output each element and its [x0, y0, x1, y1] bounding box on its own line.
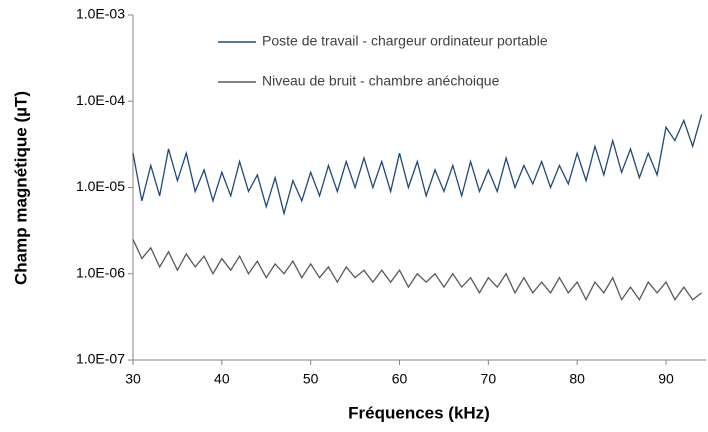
x-tick-label: 40 [214, 371, 230, 387]
y-tick-label: 1.0E-05 [76, 178, 125, 194]
x-tick-label: 90 [658, 371, 674, 387]
y-tick-label: 1.0E-06 [76, 264, 125, 280]
y-tick-label: 1.0E-03 [76, 6, 125, 22]
y-tick-label: 1.0E-04 [76, 92, 125, 108]
legend-label: Niveau de bruit - chambre anéchoique [262, 73, 500, 89]
x-tick-label: 30 [125, 371, 141, 387]
y-axis-label: Champ magnétique (µT) [11, 91, 30, 285]
y-tick-label: 1.0E-07 [76, 351, 125, 367]
series-line [132, 239, 702, 302]
legend-label: Poste de travail - chargeur ordinateur p… [262, 33, 548, 49]
x-tick-label: 50 [303, 371, 319, 387]
series-line [132, 114, 703, 217]
x-tick-label: 80 [569, 371, 585, 387]
x-tick-label: 70 [481, 371, 497, 387]
x-axis-label: Fréquences (kHz) [348, 403, 490, 422]
x-tick-label: 60 [392, 371, 408, 387]
